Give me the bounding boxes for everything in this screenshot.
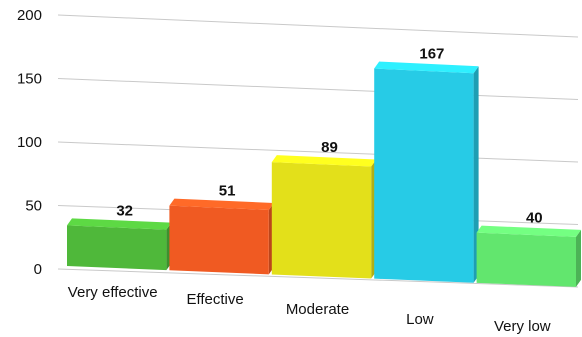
bar-effective [169,198,274,275]
y-tick-label-150: 150 [17,71,42,88]
category-label-low: Low [406,311,434,328]
bar-very-effective [67,218,172,271]
y-tick-label-100: 100 [17,134,42,151]
category-label-very-effective: Very effective [68,284,158,301]
bars [67,61,581,287]
category-label-very-low: Very low [494,318,551,335]
bar-very-low [476,225,581,287]
data-label-very-effective: 32 [116,202,133,219]
data-label-very-low: 40 [526,210,543,227]
gridline-200 [57,14,579,38]
category-labels: Very effective Effective Moderate Low Very l… [68,284,551,335]
data-label-moderate: 89 [321,139,338,156]
category-label-moderate: Moderate [286,301,349,318]
data-labels: 32 51 89 167 40 [116,46,542,227]
category-label-effective: Effective [186,291,243,308]
gridlines [57,14,579,288]
data-label-low: 167 [419,46,444,63]
gridline-100 [57,141,579,163]
bar-low [374,61,479,283]
gridline-0 [57,268,579,288]
bar-moderate [271,155,377,279]
y-tick-label-200: 200 [17,7,42,24]
data-label-effective: 51 [219,183,236,200]
y-tick-label-0: 0 [34,261,42,278]
y-axis-tick-labels: 0 50 100 150 200 [17,7,42,278]
y-tick-label-50: 50 [25,198,42,215]
gridline-150 [57,78,579,100]
